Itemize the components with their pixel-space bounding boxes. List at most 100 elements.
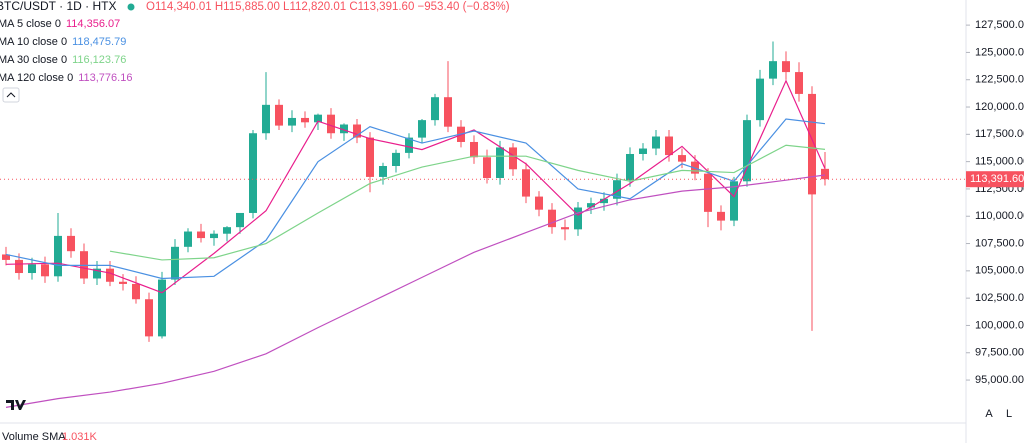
candle-body — [223, 227, 231, 234]
candle-body — [327, 114, 335, 134]
candle-body — [808, 93, 816, 195]
candle-body — [574, 207, 582, 230]
last-price-tag — [966, 171, 1024, 188]
candle-body — [730, 181, 738, 221]
candle-body — [678, 155, 686, 162]
candle-body — [704, 173, 712, 212]
candle-body — [366, 137, 374, 177]
candle-body — [353, 124, 361, 138]
candle-body — [119, 281, 127, 284]
candle-body — [132, 283, 140, 300]
auto-button-label[interactable]: A — [985, 408, 993, 420]
candle-body — [197, 231, 205, 239]
candle-body — [106, 268, 114, 282]
collapse-button[interactable] — [2, 87, 20, 103]
y-tick-label: 120,000.00 — [975, 101, 1024, 113]
legend-name: MA 10 close 0 — [0, 36, 67, 48]
candle-body — [821, 168, 829, 180]
candle-body — [717, 211, 725, 221]
candle-body — [340, 124, 348, 134]
legend-name: MA 120 close 0 — [0, 72, 73, 84]
candle-body — [236, 212, 244, 228]
candle-body — [93, 268, 101, 279]
y-tick-label: 97,500.00 — [975, 347, 1024, 359]
y-tick-label: 115,000.00 — [975, 156, 1024, 168]
candle-body — [639, 148, 647, 154]
y-tick-label: 117,500.00 — [975, 128, 1024, 140]
legend-value: 114,356.07 — [66, 18, 120, 30]
legend-value: 116,123.76 — [72, 54, 126, 66]
legend-value: 118,475.79 — [72, 36, 126, 48]
candle-body — [470, 141, 478, 158]
y-tick-label: 105,000.00 — [975, 265, 1024, 277]
candle-body — [756, 78, 764, 121]
y-tick-label: 95,000.00 — [975, 374, 1024, 386]
candle-body — [288, 117, 296, 126]
candle-body — [210, 233, 218, 239]
legend-value: 113,776.16 — [78, 72, 132, 84]
candle-body — [275, 104, 283, 126]
candle-body — [535, 196, 543, 210]
y-tick-label: 100,000.00 — [975, 319, 1024, 331]
candle-body — [54, 235, 62, 277]
volume-label: Volume SMA — [2, 431, 66, 443]
candle-body — [28, 264, 36, 274]
legend-name: MA 30 close 0 — [0, 54, 67, 66]
candle-body — [145, 299, 153, 337]
y-tick-label: 127,500.00 — [975, 19, 1024, 31]
candle-body — [184, 231, 192, 247]
candle-body — [561, 227, 569, 230]
log-button-label[interactable]: L — [1006, 408, 1012, 420]
candle-body — [444, 97, 452, 127]
candle-body — [782, 61, 790, 73]
candle-body — [613, 180, 621, 199]
candle-body — [665, 136, 673, 156]
y-tick-label: 125,000.00 — [975, 46, 1024, 58]
candle-body — [795, 72, 803, 94]
candle-body — [41, 264, 49, 277]
candle-body — [743, 120, 751, 182]
legend: MA 5 close 0 114,356.07 MA 10 close 0 118,4… — [0, 18, 132, 84]
candle-body — [301, 117, 309, 123]
y-tick-label: 107,500.00 — [975, 237, 1024, 249]
moving-average-line — [5, 174, 826, 408]
ohlc-readout: O114,340.01 H115,885.00 L112,820.01 C113… — [146, 1, 510, 13]
candle-body — [262, 104, 270, 134]
candle-body — [314, 114, 322, 123]
tv-logo — [6, 400, 26, 410]
candle-body — [15, 259, 23, 274]
auto-button[interactable] — [982, 406, 996, 422]
candle-body — [67, 235, 75, 252]
y-tick-label: 110,000.00 — [975, 210, 1024, 222]
candle-body — [405, 137, 413, 153]
moving-average-line — [109, 144, 826, 261]
candle-body — [249, 133, 257, 213]
moving-average-line — [5, 118, 826, 280]
symbol-title: BTC/USDT · 1D · HTX — [0, 0, 116, 13]
candle-body — [496, 147, 504, 179]
y-tick-label: 122,500.00 — [975, 74, 1024, 86]
candle-body — [2, 254, 10, 260]
candle-body — [392, 152, 400, 166]
candle-body — [522, 169, 530, 197]
candle-body — [483, 157, 491, 179]
y-tick-label: 102,500.00 — [975, 292, 1024, 304]
candle-body — [587, 203, 595, 208]
candle-body — [626, 153, 634, 181]
candle-body — [418, 120, 426, 138]
candle-body — [509, 147, 517, 170]
candle-body — [158, 279, 166, 337]
candle-body — [600, 198, 608, 204]
volume-value: 1.031K — [62, 431, 98, 443]
last-price-label: 113,391.60 — [970, 173, 1024, 185]
legend-name: MA 5 close 0 — [0, 18, 61, 30]
candle-body — [379, 166, 387, 177]
candle-body — [171, 246, 179, 280]
candle-body — [652, 136, 660, 149]
candle-body — [769, 61, 777, 79]
status-dot — [127, 3, 135, 11]
candle-body — [431, 97, 439, 121]
collapse-icon — [6, 92, 16, 98]
